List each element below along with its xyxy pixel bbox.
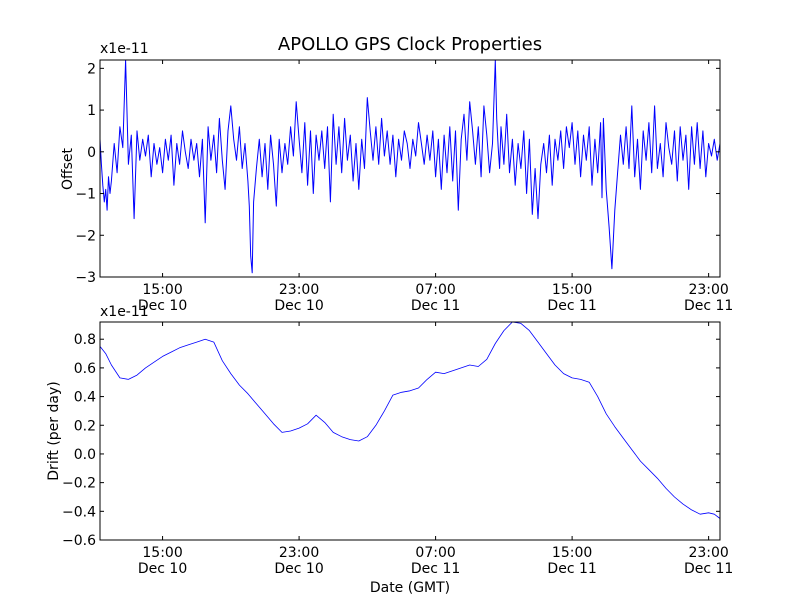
drift-ytick-label: 0.4: [74, 390, 96, 406]
drift-series: [99, 321, 721, 519]
offset-xtick-date-label: Dec 10: [138, 298, 187, 314]
offset-xtick-date-label: Dec 11: [411, 298, 460, 314]
drift-xtick-date-label: Dec 11: [547, 561, 596, 577]
drift-ytick-label: 0.2: [74, 418, 96, 434]
drift-panel: x1e-11 Drift (per day) −0.6 −0.4 −0.2 0.0 0.…: [46, 304, 733, 596]
drift-ytick-label: −0.6: [62, 533, 96, 549]
drift-panel-exponent: x1e-11: [100, 304, 149, 320]
drift-ytick-label: −0.4: [62, 504, 96, 520]
offset-ytick-label: 0: [87, 145, 96, 161]
offset-xtick-time-label: 15:00: [552, 282, 592, 298]
offset-ytick-label: −3: [75, 270, 96, 286]
drift-ytick-label: 0.8: [74, 332, 96, 348]
drift-xtick-time-label: 15:00: [142, 545, 182, 561]
drift-plot-frame: [99, 321, 721, 541]
drift-xtick-time-label: 23:00: [688, 545, 728, 561]
drift-xtick-time-label: 23:00: [279, 545, 319, 561]
offset-panel-exponent: x1e-11: [100, 41, 149, 57]
x-axis-label: Date (GMT): [370, 580, 450, 596]
offset-series-line-0: [99, 59, 721, 274]
drift-axis-label: Drift (per day): [46, 381, 62, 480]
drift-ytick-label: −0.2: [62, 476, 96, 492]
drift-xtick-time-label: 15:00: [552, 545, 592, 561]
offset-xtick-time-label: 23:00: [279, 282, 319, 298]
offset-plot-frame: [99, 59, 721, 278]
offset-xtick-date-label: Dec 10: [274, 298, 323, 314]
drift-xtick-date-label: Dec 11: [411, 561, 460, 577]
drift-xtick-date-label: Dec 10: [138, 561, 187, 577]
drift-series-line-0: [99, 321, 721, 519]
offset-ytick-label: 1: [87, 103, 96, 119]
offset-ytick-label: 2: [87, 61, 96, 77]
offset-ytick-label: −1: [75, 187, 96, 203]
drift-xtick-time-label: 07:00: [415, 545, 455, 561]
offset-xtick-time-label: 15:00: [142, 282, 182, 298]
offset-xtick-time-label: 07:00: [415, 282, 455, 298]
drift-xtick-date-label: Dec 11: [684, 561, 733, 577]
chart-title: APOLLO GPS Clock Properties: [278, 34, 542, 55]
offset-xtick-time-label: 23:00: [688, 282, 728, 298]
drift-xtick-date-label: Dec 10: [274, 561, 323, 577]
offset-axis-label: Offset: [60, 147, 76, 190]
offset-xtick-date-label: Dec 11: [684, 298, 733, 314]
offset-ytick-label: −2: [75, 228, 96, 244]
drift-ytick-label: 0.0: [74, 447, 96, 463]
offset-xtick-date-label: Dec 11: [547, 298, 596, 314]
offset-series: [99, 59, 721, 274]
drift-ytick-label: 0.6: [74, 361, 96, 377]
